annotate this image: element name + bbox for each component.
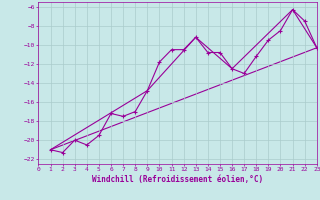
X-axis label: Windchill (Refroidissement éolien,°C): Windchill (Refroidissement éolien,°C) bbox=[92, 175, 263, 184]
